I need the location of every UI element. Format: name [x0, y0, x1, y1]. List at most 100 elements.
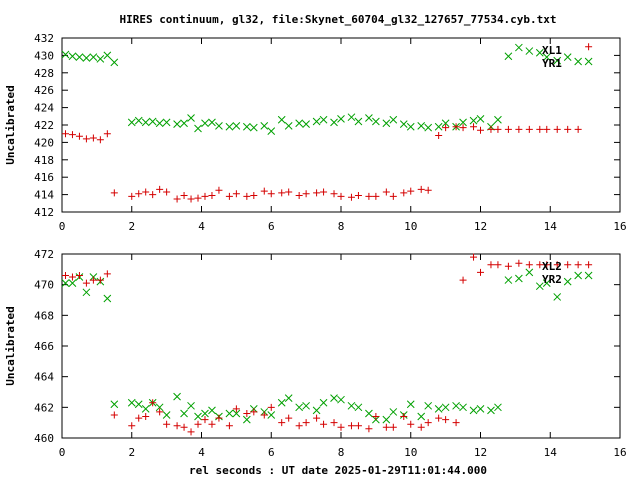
data-point: [543, 261, 551, 269]
data-point: [372, 117, 380, 126]
data-point: [337, 192, 345, 200]
data-point: [542, 279, 551, 287]
data-point: [313, 414, 321, 422]
data-point: [564, 125, 572, 133]
data-point: [441, 403, 450, 412]
y-tick-label: 426: [34, 84, 54, 97]
data-point: [494, 115, 502, 124]
y-tick-label: 416: [34, 171, 54, 184]
data-point: [277, 115, 286, 124]
data-point: [110, 58, 119, 67]
data-point: [574, 57, 583, 66]
data-point: [389, 423, 397, 431]
data-point: [156, 185, 164, 193]
data-point: [162, 118, 171, 127]
y-tick-label: 466: [34, 340, 54, 353]
data-point: [225, 122, 234, 131]
data-point: [89, 53, 98, 61]
data-point: [337, 115, 345, 123]
data-point: [382, 415, 391, 424]
data-point: [584, 271, 593, 280]
data-point: [515, 125, 523, 133]
data-point: [180, 191, 188, 199]
y-tick-label: 472: [34, 248, 54, 261]
data-point: [162, 411, 171, 419]
data-point: [389, 408, 398, 416]
x-tick-label: 4: [198, 220, 205, 233]
x-tick-label: 0: [59, 220, 66, 233]
y-tick-label: 420: [34, 136, 54, 149]
data-point: [553, 293, 562, 301]
data-point: [441, 119, 450, 128]
data-point: [201, 416, 209, 424]
data-point: [163, 188, 171, 196]
data-point: [135, 190, 143, 198]
data-point: [295, 119, 304, 128]
plot-frame: [61, 253, 621, 439]
data-point: [68, 273, 76, 281]
data-point: [313, 189, 321, 197]
y-tick-label: 430: [34, 49, 54, 62]
data-point: [103, 51, 112, 60]
data-point: [61, 279, 70, 287]
data-point: [284, 122, 293, 130]
data-point: [553, 56, 562, 65]
data-point: [543, 125, 551, 133]
data-point: [574, 261, 582, 269]
data-point: [389, 115, 398, 124]
legend-label: YR1: [542, 57, 562, 70]
data-point: [232, 405, 240, 413]
data-point: [365, 192, 373, 200]
x-tick-label: 2: [128, 446, 135, 459]
data-point: [232, 409, 241, 418]
data-point: [215, 122, 223, 130]
data-point: [347, 401, 356, 410]
y-axis-title: Uncalibrated: [4, 306, 17, 385]
data-point: [180, 409, 188, 418]
data-point: [452, 123, 460, 131]
data-point: [278, 419, 286, 427]
x-tick-label: 2: [128, 220, 135, 233]
data-point: [494, 261, 502, 269]
data-point: [302, 120, 310, 128]
data-point: [487, 406, 495, 415]
y-tick-label: 428: [34, 67, 54, 80]
data-point: [515, 274, 523, 283]
data-point: [187, 401, 195, 410]
data-point: [525, 125, 533, 133]
data-point: [320, 420, 328, 428]
data-point: [61, 50, 70, 59]
data-point: [243, 192, 251, 200]
data-point: [82, 288, 91, 297]
data-point: [452, 419, 460, 427]
data-point: [96, 136, 104, 144]
data-point: [470, 253, 478, 261]
data-point: [215, 414, 223, 422]
data-point: [96, 276, 104, 284]
data-point: [312, 406, 321, 415]
data-point: [302, 190, 310, 198]
data-point: [476, 405, 485, 413]
data-point: [337, 395, 345, 404]
data-point: [141, 405, 150, 413]
data-point: [424, 419, 432, 427]
y-tick-label: 418: [34, 154, 54, 167]
data-point: [584, 57, 593, 66]
data-point: [142, 188, 150, 196]
data-point: [434, 122, 443, 131]
data-point: [155, 403, 164, 412]
data-point: [173, 392, 181, 401]
data-point: [563, 53, 572, 61]
data-point: [470, 123, 478, 131]
data-point: [110, 400, 119, 409]
y-tick-label: 422: [34, 119, 54, 132]
legend-label: XL1: [542, 44, 562, 57]
data-point: [442, 124, 450, 132]
series-yr1: [61, 43, 593, 203]
data-point: [525, 261, 533, 269]
data-point: [267, 411, 276, 419]
data-point: [225, 422, 233, 430]
y-tick-label: 432: [34, 32, 54, 45]
data-point: [250, 191, 258, 199]
data-point: [201, 192, 209, 200]
